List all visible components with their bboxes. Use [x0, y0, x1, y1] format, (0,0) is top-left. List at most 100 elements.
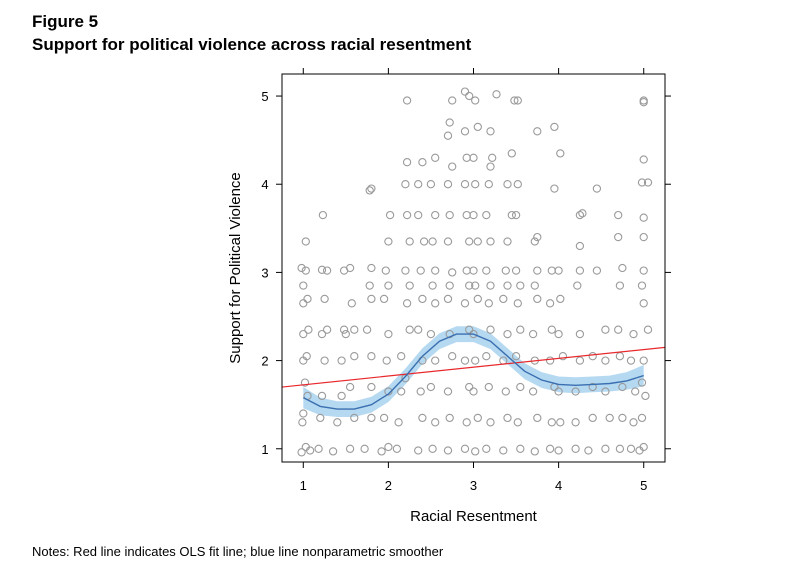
data-point-178 [511, 266, 521, 275]
data-point-230 [601, 325, 610, 334]
data-point-63 [394, 418, 403, 427]
data-point-82 [416, 266, 425, 275]
data-point-68 [402, 299, 412, 308]
data-point-217 [575, 241, 585, 251]
data-point-27 [328, 447, 338, 456]
data-point-193 [545, 444, 555, 453]
data-point-194 [547, 418, 556, 427]
data-point-100 [445, 413, 454, 423]
data-point-165 [501, 266, 510, 275]
x-tick-label-3: 3 [470, 478, 477, 493]
data-point-18 [316, 413, 325, 423]
data-point-196 [545, 356, 555, 365]
smoother-line [302, 333, 644, 410]
data-point-91 [426, 329, 436, 339]
data-point-130 [473, 413, 482, 423]
data-point-186 [528, 329, 538, 339]
data-point-143 [482, 444, 491, 453]
data-point-138 [469, 210, 478, 220]
data-point-43 [367, 382, 376, 392]
figure-title: Support for political violence across ra… [32, 35, 472, 54]
data-point-40 [345, 263, 355, 273]
data-point-112 [448, 96, 457, 105]
data-point-59 [381, 266, 390, 275]
data-point-140 [469, 153, 478, 162]
data-point-72 [402, 210, 412, 220]
data-point-163 [499, 294, 508, 304]
data-point-174 [511, 352, 521, 361]
data-point-228 [601, 356, 610, 365]
data-point-50 [365, 186, 374, 195]
data-point-219 [578, 209, 587, 218]
data-point-10 [304, 325, 313, 334]
data-point-255 [639, 232, 648, 242]
data-point-93 [428, 281, 437, 290]
data-point-123 [462, 210, 471, 220]
data-point-58 [384, 281, 393, 290]
data-point-221 [588, 413, 597, 423]
data-point-148 [484, 299, 493, 308]
data-point-247 [637, 413, 647, 423]
data-point-146 [482, 352, 491, 361]
data-point-192 [533, 127, 542, 136]
data-point-218 [575, 210, 585, 220]
data-point-23 [320, 294, 329, 304]
data-point-57 [379, 294, 389, 304]
data-point-232 [618, 413, 627, 423]
data-point-154 [486, 162, 495, 171]
data-point-241 [629, 418, 638, 427]
data-point-188 [530, 281, 539, 290]
data-point-13 [299, 281, 308, 290]
data-point-98 [431, 153, 440, 162]
data-point-212 [571, 387, 580, 396]
x-axis-title: Racial Resentment [410, 508, 538, 525]
data-point-142 [471, 96, 480, 105]
data-point-220 [584, 446, 593, 455]
data-point-85 [414, 180, 423, 189]
data-point-183 [533, 413, 542, 423]
data-point-46 [367, 294, 376, 304]
data-point-109 [443, 180, 453, 189]
data-point-80 [414, 325, 423, 334]
data-point-92 [431, 299, 440, 308]
data-point-2 [305, 446, 315, 455]
data-point-53 [379, 413, 389, 423]
data-point-223 [588, 352, 597, 361]
data-point-164 [503, 281, 512, 290]
data-point-189 [533, 266, 542, 275]
data-point-94 [431, 266, 440, 275]
data-point-128 [460, 87, 470, 96]
data-point-254 [639, 266, 648, 275]
data-point-41 [360, 444, 369, 453]
data-point-3 [298, 418, 307, 427]
data-point-181 [513, 180, 522, 189]
data-point-243 [626, 356, 636, 365]
data-point-171 [516, 444, 525, 453]
data-point-56 [384, 329, 393, 339]
data-point-75 [402, 96, 412, 105]
y-tick-label-3: 3 [261, 265, 268, 280]
data-point-30 [337, 356, 346, 365]
data-point-0 [297, 448, 306, 457]
data-point-67 [405, 325, 414, 334]
data-point-28 [333, 418, 342, 427]
data-point-32 [339, 325, 349, 334]
data-point-121 [462, 266, 471, 275]
data-point-55 [382, 356, 391, 365]
y-tick-label-2: 2 [261, 354, 268, 369]
data-point-135 [471, 281, 480, 290]
data-point-159 [503, 413, 512, 423]
data-point-34 [345, 444, 355, 453]
data-point-119 [460, 299, 470, 308]
data-point-139 [471, 180, 480, 189]
data-point-49 [367, 184, 376, 193]
data-point-54 [384, 387, 393, 396]
data-point-225 [601, 444, 610, 453]
data-point-158 [499, 446, 508, 455]
data-point-248 [641, 391, 650, 401]
data-point-38 [350, 325, 359, 334]
data-point-216 [575, 266, 585, 275]
data-point-126 [460, 127, 470, 136]
data-point-209 [556, 149, 565, 158]
data-point-156 [486, 127, 495, 136]
